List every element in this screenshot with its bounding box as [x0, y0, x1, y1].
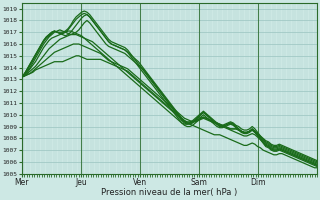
X-axis label: Pression niveau de la mer( hPa ): Pression niveau de la mer( hPa ) [101, 188, 238, 197]
